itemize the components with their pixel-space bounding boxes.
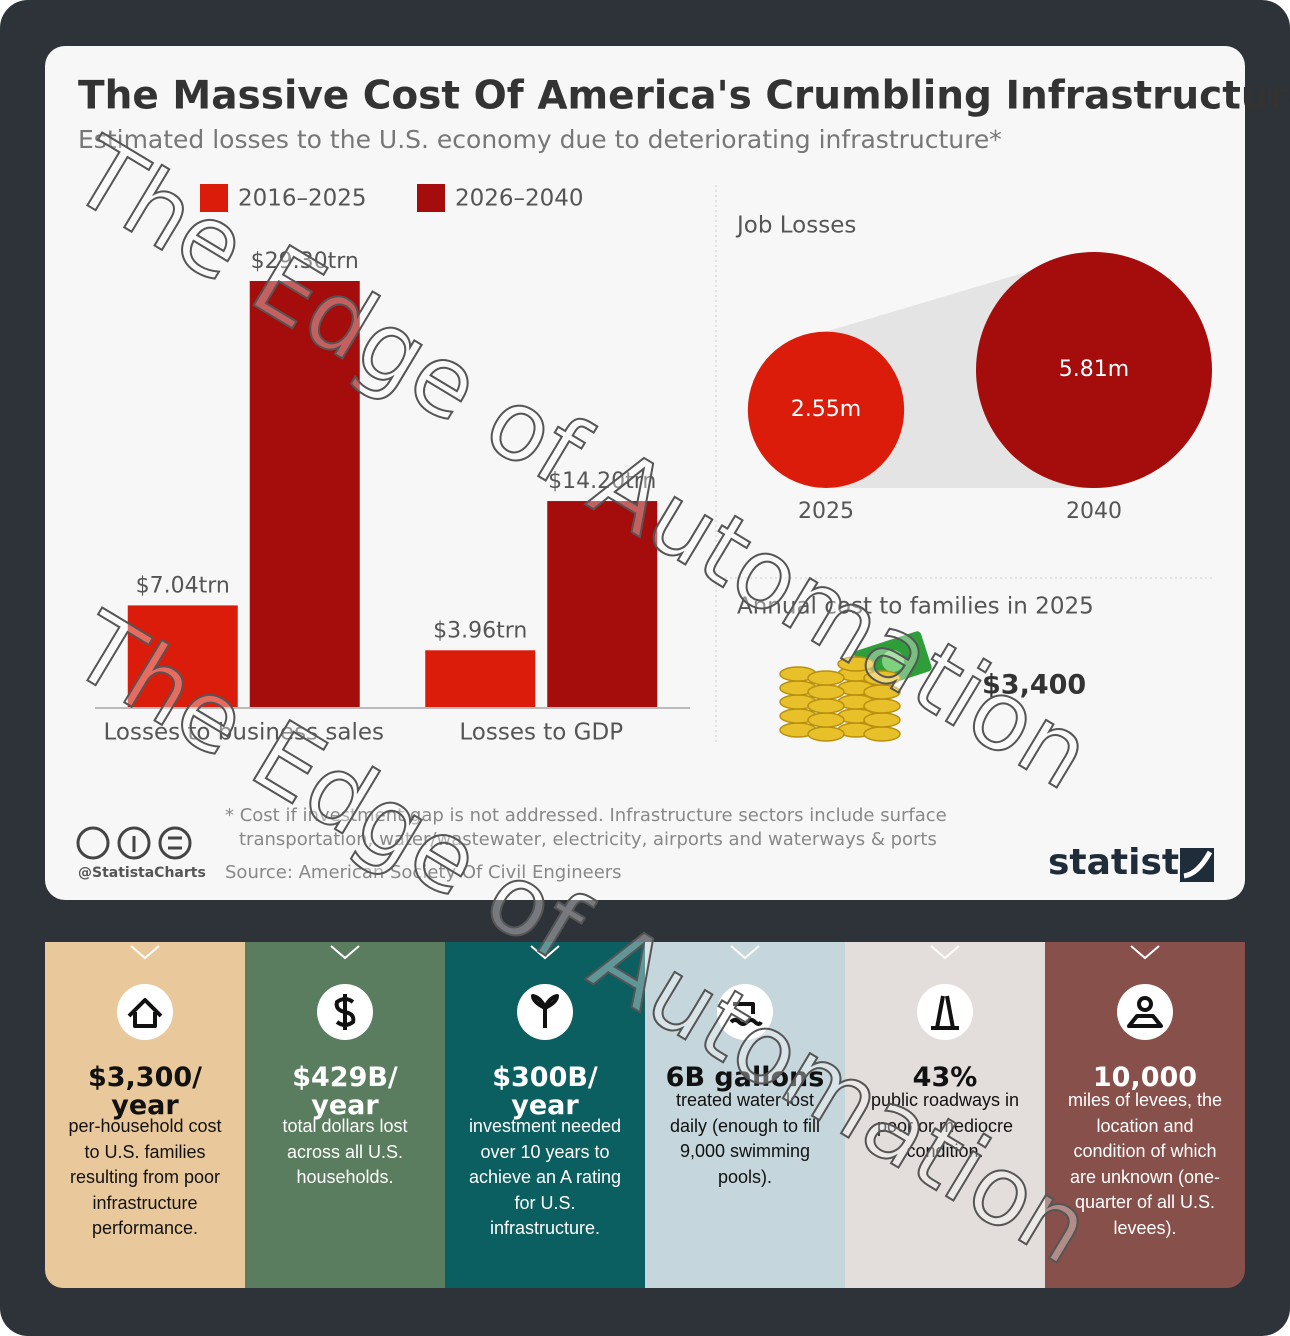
fact-panel: $429B/year total dollars lost across all … bbox=[245, 942, 445, 1288]
fact-heading-line: 43% bbox=[912, 1062, 978, 1093]
fact-text: treated water lost daily (enough to fill… bbox=[669, 1090, 821, 1187]
fact-heading: $3,300/year bbox=[45, 1064, 245, 1120]
fact-heading: $429B/year bbox=[245, 1064, 445, 1120]
chart-subtitle: Estimated losses to the U.S. economy due… bbox=[78, 125, 1002, 154]
icon bbox=[717, 945, 773, 1040]
legend-swatch bbox=[200, 184, 228, 212]
fact-heading-line: year bbox=[511, 1090, 579, 1121]
bubble bbox=[976, 252, 1212, 488]
brand-logo bbox=[1183, 850, 1213, 879]
x-tick-label: 2025 bbox=[798, 499, 854, 524]
fact-heading-line: year bbox=[311, 1090, 379, 1121]
value-label: 2.55m bbox=[791, 397, 861, 422]
source: Source: American Society Of Civil Engine… bbox=[225, 862, 622, 883]
notch bbox=[530, 945, 560, 960]
fact-heading: 43% bbox=[845, 1064, 1045, 1092]
handle: @StatistaCharts bbox=[78, 865, 206, 881]
legend-label: 2026–2040 bbox=[455, 186, 584, 212]
x-tick-label: 2040 bbox=[1066, 499, 1122, 524]
brand: statista bbox=[1048, 842, 1203, 883]
bar bbox=[425, 650, 536, 708]
fact-heading-line: $300B/ bbox=[492, 1062, 598, 1093]
value-label: $29.30trn bbox=[251, 249, 359, 274]
value-label: $14.20trn bbox=[548, 469, 656, 494]
bubble bbox=[747, 331, 905, 488]
fact-heading-line: 10,000 bbox=[1092, 1062, 1198, 1093]
family-cost-title: Annual cost to families in 2025 bbox=[737, 594, 1094, 620]
icon-glyph bbox=[931, 995, 959, 1030]
icon-circle bbox=[117, 984, 173, 1040]
notch bbox=[930, 945, 960, 960]
fact-panel: 6B gallons treated water lost daily (enou… bbox=[645, 942, 845, 1288]
icon bbox=[917, 945, 973, 1040]
family-cost-value: $3,400 bbox=[982, 670, 1086, 701]
fact-panel: 10,000 miles of levees, the location and … bbox=[1045, 942, 1245, 1288]
fact-text: miles of levees, the location and condit… bbox=[1067, 1090, 1223, 1238]
fact-heading: 6B gallons bbox=[645, 1064, 845, 1092]
icon-glyph bbox=[531, 994, 559, 1028]
fact-panel: $3,300/year per-household cost to U.S. fa… bbox=[45, 942, 245, 1288]
fact-text: public roadways in poor or mediocre cond… bbox=[870, 1090, 1020, 1161]
value-label: $7.04trn bbox=[136, 573, 230, 598]
fact-heading-line: $3,300/ bbox=[87, 1062, 203, 1093]
icon-circle bbox=[717, 984, 773, 1040]
value-label: 5.81m bbox=[1059, 357, 1129, 382]
bar bbox=[547, 501, 658, 708]
notch bbox=[730, 945, 760, 960]
x-tick-label: Losses to GDP bbox=[459, 720, 623, 746]
fact-heading-line: year bbox=[111, 1090, 179, 1121]
fact-heading: 10,000 bbox=[1045, 1064, 1245, 1092]
bubble-title: Job Losses bbox=[735, 213, 856, 239]
legend-label: 2016–2025 bbox=[238, 186, 367, 212]
icon-glyph bbox=[334, 994, 356, 1030]
x-tick-label: Losses to business sales bbox=[104, 720, 384, 746]
notch bbox=[130, 945, 160, 960]
fact-text: total dollars lost across all U.S. house… bbox=[282, 1116, 408, 1187]
license-icons bbox=[76, 826, 192, 860]
icon-glyph bbox=[729, 1002, 763, 1026]
icon-glyph bbox=[127, 998, 163, 1028]
facts-strip: $3,300/year per-household cost to U.S. fa… bbox=[45, 942, 1245, 1288]
bar bbox=[249, 281, 360, 708]
icon bbox=[517, 945, 573, 1040]
notch bbox=[1130, 945, 1160, 960]
icon bbox=[317, 945, 373, 1040]
bar bbox=[127, 605, 238, 708]
fact-panel: $300B/year investment needed over 10 year… bbox=[445, 942, 645, 1288]
fact-heading-line: $429B/ bbox=[292, 1062, 398, 1093]
legend-swatch bbox=[417, 184, 445, 212]
footnote: * Cost if investment gap is not addresse… bbox=[225, 805, 947, 850]
chart-title: The Massive Cost Of America's Crumbling … bbox=[78, 74, 1290, 119]
icon-circle bbox=[917, 984, 973, 1040]
fact-heading-line: 6B gallons bbox=[665, 1062, 825, 1093]
value-label: $3.96trn bbox=[433, 618, 527, 643]
fact-text: investment needed over 10 years to achie… bbox=[468, 1116, 622, 1238]
icon-glyph bbox=[1127, 996, 1163, 1028]
fact-text: per-household cost to U.S. families resu… bbox=[68, 1116, 222, 1238]
notch bbox=[330, 945, 360, 960]
icon bbox=[1117, 945, 1173, 1040]
fact-panel: 43% public roadways in poor or mediocre c… bbox=[845, 942, 1045, 1288]
icon bbox=[117, 945, 173, 1040]
fact-heading: $300B/year bbox=[445, 1064, 645, 1120]
money-icon bbox=[779, 631, 932, 742]
